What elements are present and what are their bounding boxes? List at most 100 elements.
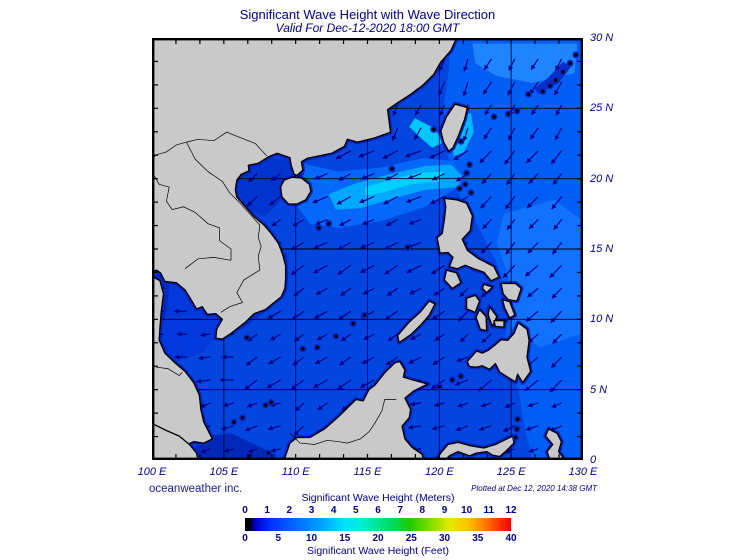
- wave-arrow-head: [338, 315, 344, 320]
- wave-arrow-head: [462, 91, 468, 97]
- wave-arrow-head: [391, 135, 397, 141]
- wave-arrow-head: [336, 199, 342, 205]
- wave-arrow-head: [480, 402, 486, 408]
- wave-arrow-head: [337, 245, 343, 250]
- wave-arrow-head: [314, 174, 320, 180]
- wave-arrow-head: [248, 176, 254, 182]
- wave-arrow-head: [528, 448, 534, 453]
- island-dot: [513, 435, 518, 440]
- landmass-borneo: [283, 360, 429, 461]
- wave-arrow-head: [505, 448, 511, 454]
- landmass-leyte: [501, 298, 516, 319]
- wave-arrow-head: [244, 384, 250, 390]
- wave-arrow-head: [360, 268, 366, 273]
- wave-arrow-head: [506, 179, 512, 185]
- wave-arrow-head: [463, 66, 468, 72]
- wave-arrow-head: [361, 174, 367, 180]
- lat-label: 15 N: [590, 242, 614, 255]
- wave-arrow-head: [384, 269, 390, 275]
- wave-arrow-layer: [150, 58, 563, 454]
- wave-arrow-head: [433, 290, 439, 296]
- wave-arrow-head: [505, 204, 510, 210]
- feet-tick: 5: [275, 533, 282, 544]
- lat-label: 0: [590, 453, 597, 466]
- landmass-negros: [475, 308, 488, 332]
- wave-arrow-head: [479, 426, 485, 431]
- wave-arrow-head: [551, 204, 557, 210]
- wave-arrow-head: [432, 360, 438, 365]
- wave-arrow-head: [504, 159, 510, 165]
- wave-arrow-head: [508, 65, 514, 71]
- wave-arrow-head: [295, 406, 301, 412]
- island-dot: [492, 115, 496, 119]
- meter-tick: 8: [419, 505, 426, 516]
- wave-arrow-head: [174, 354, 180, 360]
- wave-arrow-head: [455, 426, 461, 432]
- wave-arrow-head: [176, 331, 182, 337]
- feet-tick: 10: [305, 533, 318, 544]
- meter-tick: 1: [264, 505, 270, 516]
- wave-arrow-head: [525, 426, 531, 431]
- wave-arrow-head: [219, 377, 225, 383]
- island-dot: [561, 70, 565, 74]
- wave-arrow-head: [173, 308, 179, 314]
- landmass-bohol: [493, 320, 505, 328]
- wave-arrow-head: [385, 314, 391, 320]
- wave-arrow-head: [247, 448, 253, 454]
- wave-arrow-head: [385, 175, 391, 181]
- wave-arrow-head: [414, 134, 419, 140]
- island-dot: [232, 420, 236, 424]
- feet-tick: 0: [242, 533, 248, 544]
- wave-arrow-head: [339, 360, 345, 366]
- wave-arrow-head: [503, 427, 509, 432]
- landmass-panay: [465, 294, 481, 313]
- wave-arrow-head: [408, 424, 414, 430]
- wave-arrow-head: [503, 317, 509, 323]
- wave-arrow-head: [269, 200, 275, 205]
- lat-label: 10 N: [590, 313, 614, 326]
- wave-arrow-head: [478, 386, 484, 392]
- wave-arrow-head: [201, 448, 207, 454]
- wave-arrow-head: [526, 157, 532, 163]
- wave-arrow-head: [438, 90, 443, 96]
- wave-arrow-head: [482, 223, 488, 229]
- frame-layer: [152, 38, 584, 461]
- island-dot: [464, 171, 469, 175]
- wave-arrow-head: [460, 337, 466, 342]
- landmass-palawan: [397, 300, 436, 344]
- wave-arrow-head: [292, 360, 298, 366]
- island-dot: [574, 53, 578, 57]
- wave-height-patch: [496, 199, 583, 348]
- meter-tick: 5: [353, 505, 359, 516]
- wave-arrow-head: [317, 405, 323, 410]
- landmass-samar: [500, 282, 522, 302]
- wave-arrow-head: [529, 223, 535, 229]
- island-dot: [316, 226, 321, 230]
- wave-arrow-head: [359, 198, 365, 204]
- wave-arrow-head: [454, 380, 460, 386]
- wave-arrow-head: [431, 269, 437, 274]
- wave-arrow-head: [358, 152, 364, 158]
- island-dot: [463, 182, 467, 186]
- wave-arrow-head: [386, 221, 392, 226]
- wave-arrow-head: [360, 243, 366, 249]
- feet-tick: 40: [505, 533, 517, 544]
- lon-label: 115 E: [353, 466, 382, 478]
- wave-arrow-head: [527, 292, 533, 298]
- lon-label: 100 E: [137, 466, 167, 478]
- wave-arrow-head: [200, 403, 206, 408]
- wave-arrow-head: [438, 65, 444, 71]
- wave-arrow-head: [386, 360, 392, 365]
- country-border: [151, 131, 268, 160]
- wave-arrow-head: [313, 244, 319, 249]
- wave-arrow-head: [456, 176, 462, 182]
- country-border: [289, 399, 397, 445]
- wave-arrow-head: [551, 362, 557, 368]
- lat-label: 25 N: [590, 102, 614, 115]
- wave-arrow-head: [554, 89, 559, 96]
- wave-arrow-head: [271, 176, 277, 181]
- wave-arrow-head: [223, 402, 229, 408]
- wave-arrow-head: [484, 64, 489, 70]
- wave-arrow-head: [270, 335, 276, 341]
